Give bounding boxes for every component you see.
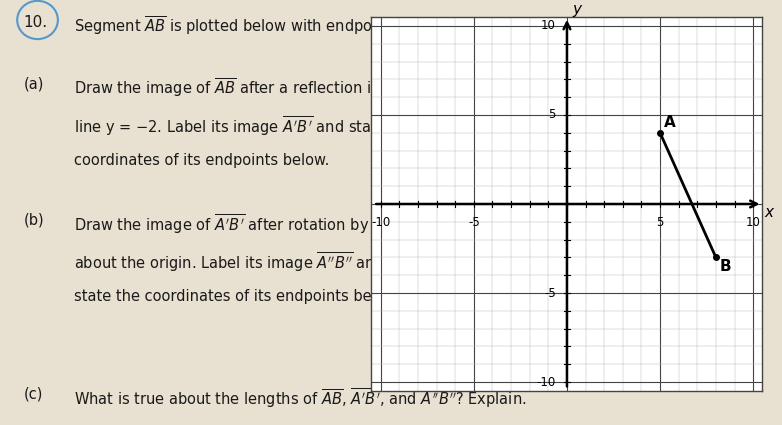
Text: 5: 5 [656,216,664,230]
Text: 10: 10 [541,20,556,32]
Text: Draw the image of $\overline{AB}$ after a reflection in the: Draw the image of $\overline{AB}$ after … [74,76,410,99]
Text: Draw the image of $\overline{A'B'}$ after rotation by 180°: Draw the image of $\overline{A'B'}$ afte… [74,212,408,236]
Text: coordinates of its endpoints below.: coordinates of its endpoints below. [74,153,330,168]
Text: Segment $\overline{AB}$ is plotted below with endpoints at A(5, 4) and B(8, −3).: Segment $\overline{AB}$ is plotted below… [74,15,576,37]
Text: x: x [764,205,773,221]
Text: 10: 10 [746,216,761,230]
Text: 5: 5 [548,108,556,122]
Text: state the coordinates of its endpoints below.: state the coordinates of its endpoints b… [74,289,400,304]
Text: (b): (b) [23,212,44,227]
Text: What is true about the lengths of $\overline{AB}$, $\overline{A'B'}$, and $\over: What is true about the lengths of $\over… [74,387,527,410]
Text: (a): (a) [23,76,44,91]
Text: A: A [664,115,676,130]
Text: B: B [719,259,731,274]
Text: about the origin. Label its image $\overline{A''B''}$ and: about the origin. Label its image $\over… [74,251,384,274]
Text: -5: -5 [544,286,556,300]
Text: -10: -10 [371,216,390,230]
Text: -10: -10 [536,376,556,388]
Text: line y = −2. Label its image $\overline{A'B'}$ and state the: line y = −2. Label its image $\overline{… [74,115,415,138]
Text: -5: -5 [468,216,479,230]
Text: y: y [572,2,582,17]
Text: 10.: 10. [23,15,48,30]
Text: (c): (c) [23,387,43,402]
